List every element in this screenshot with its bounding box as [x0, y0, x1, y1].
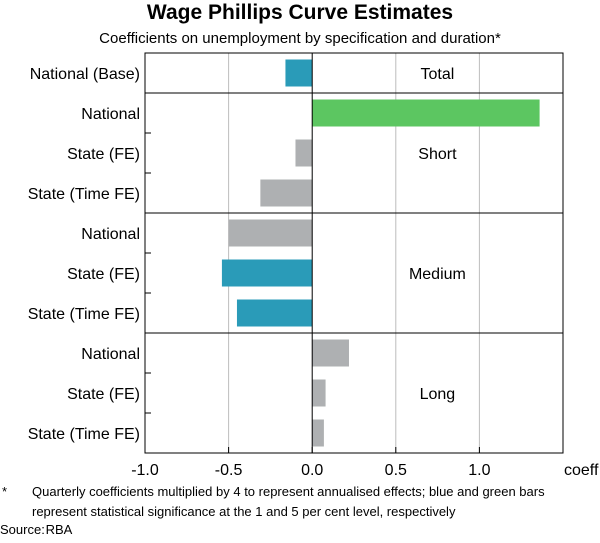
bar-medium-2 [236, 299, 313, 327]
bar-medium-1 [221, 259, 313, 287]
row-label-3-1: State (FE) [67, 386, 140, 403]
x-axis-label: coeff [564, 462, 599, 479]
footnote-text: Quarterly coefficients multiplied by 4 t… [32, 484, 545, 519]
bar-short-2 [260, 179, 313, 207]
x-tick-label-1: -0.5 [215, 462, 243, 479]
x-tick-label-4: 1.0 [468, 462, 490, 479]
x-tick-label-3: 0.5 [385, 462, 407, 479]
row-label-2-2: State (Time FE) [28, 306, 140, 323]
group-label-medium: Medium [409, 266, 466, 283]
footnote: * Quarterly coefficients multiplied by 4… [0, 482, 600, 522]
plot-frame [144, 52, 564, 454]
row-label-2-0: National [81, 226, 140, 243]
row-label-0-0: National (Base) [30, 66, 140, 83]
bar-long-2 [312, 419, 324, 447]
x-tick-label-2: 0.0 [301, 462, 323, 479]
row-label-1-0: National [81, 106, 140, 123]
bar-medium-0 [228, 219, 313, 247]
row-label-3-2: State (Time FE) [28, 426, 140, 443]
footnote-mark: * [2, 484, 8, 499]
chart: National (Base) Total National State (FE) St… [28, 52, 599, 479]
chart-subtitle: Coefficients on unemployment by specific… [99, 30, 501, 47]
bar-short-0 [312, 99, 540, 127]
chart-title: Wage Phillips Curve Estimates [146, 1, 454, 24]
source-value: RBA [45, 522, 73, 537]
source-label: Source: [0, 522, 45, 537]
source: Source: RBA [0, 522, 72, 537]
bar-long-0 [312, 339, 349, 367]
bar-long-1 [312, 379, 326, 407]
row-label-3-0: National [81, 346, 140, 363]
x-tick-label-0: -1.0 [131, 462, 159, 479]
bar-total-0 [285, 59, 313, 87]
row-label-2-1: State (FE) [67, 266, 140, 283]
bar-short-1 [295, 139, 313, 167]
group-label-total: Total [421, 66, 455, 83]
row-label-1-1: State (FE) [67, 146, 140, 163]
group-label-long: Long [420, 386, 456, 403]
group-label-short: Short [418, 146, 457, 163]
row-label-1-2: State (Time FE) [28, 186, 140, 203]
